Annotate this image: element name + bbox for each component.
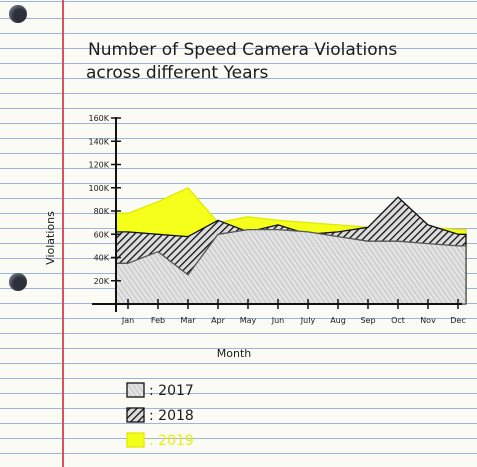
- x-tick-label: Feb: [151, 316, 165, 325]
- y-tick-label: 140K: [88, 137, 109, 146]
- y-tick-label: 120K: [88, 161, 109, 170]
- x-tick-label: Aug: [330, 316, 346, 325]
- x-tick-label: July: [300, 316, 316, 325]
- x-tick-label: May: [240, 316, 257, 325]
- x-tick-label: Apr: [211, 316, 226, 325]
- x-axis-label: Month: [217, 347, 252, 360]
- y-tick-label: 60K: [94, 230, 110, 239]
- y-tick-label: 100K: [88, 184, 109, 193]
- legend-label-2019: : 2019: [149, 433, 194, 449]
- y-axis-label: Violations: [44, 211, 57, 265]
- chart-title-line2: across different Years: [86, 63, 268, 83]
- x-tick-label: Sep: [360, 316, 375, 325]
- binder-hole-top: [9, 5, 27, 23]
- area-2017: [115, 228, 467, 305]
- series-areas: [115, 187, 467, 305]
- x-ticks: Jan Feb Mar Apr May Jun July Aug Sep Oct Nov Dec: [121, 299, 466, 325]
- y-tick-label: 40K: [94, 254, 110, 263]
- legend: : 2017 : 2018 : 2019: [126, 382, 194, 449]
- y-tick-label: 160K: [88, 114, 109, 123]
- x-tick-label: Jun: [271, 316, 285, 325]
- x-tick-label: Dec: [450, 316, 465, 325]
- margin-line: [62, 0, 64, 467]
- legend-swatch-2018: [126, 407, 145, 423]
- chart-title-line1: Number of Speed Camera Violations: [88, 40, 397, 60]
- y-ticks: 20K 40K 60K 80K 100K 120K 140K 160K: [88, 114, 121, 286]
- binder-hole-middle: [9, 273, 27, 291]
- x-tick-label: Oct: [391, 316, 405, 325]
- legend-label-2017: : 2017: [149, 383, 194, 399]
- x-tick-label: Jan: [121, 316, 134, 325]
- y-tick-label: 20K: [94, 277, 110, 286]
- legend-swatch-2019: [126, 432, 145, 448]
- legend-swatch-2017: [126, 382, 145, 398]
- legend-label-2018: : 2018: [149, 408, 194, 424]
- x-tick-label: Nov: [420, 316, 436, 325]
- y-tick-label: 80K: [94, 207, 110, 216]
- x-tick-label: Mar: [180, 316, 196, 325]
